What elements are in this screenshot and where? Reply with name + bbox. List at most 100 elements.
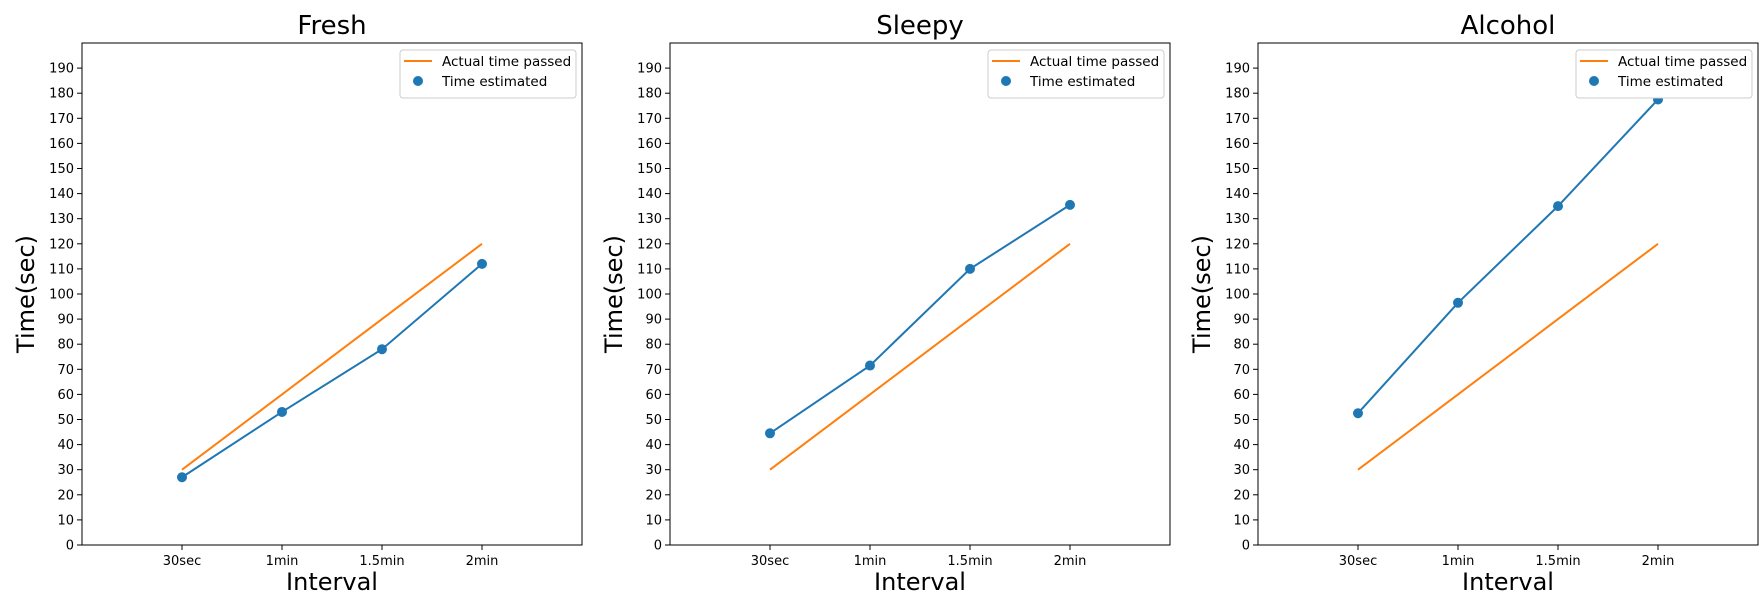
legend: Actual time passed Time estimated xyxy=(399,49,577,99)
y-tick-label: 150 xyxy=(49,162,74,177)
y-tick-label: 170 xyxy=(637,112,662,127)
legend-box xyxy=(1575,49,1753,99)
y-tick-label: 190 xyxy=(1225,62,1250,77)
y-tick-label: 60 xyxy=(1233,388,1250,403)
y-tick-label: 150 xyxy=(637,162,662,177)
chart-panel-alcohol: Alcohol 0 10 20 30 40 50 60 70 80 90 100 110 120 130 14… xyxy=(1176,0,1763,603)
chart-panel-sleepy: Sleepy 0 10 20 30 40 50 60 70 80 90 100 110 120 130 140… xyxy=(588,0,1175,603)
y-tick-label: 130 xyxy=(49,212,74,227)
legend-marker xyxy=(1001,76,1011,86)
y-tick-label: 70 xyxy=(1233,363,1250,378)
y-tick-label: 170 xyxy=(49,112,74,127)
legend-box xyxy=(987,49,1165,99)
series-line-actual-time-passed xyxy=(181,243,483,471)
data-point-time-estimated xyxy=(177,472,187,483)
legend-box xyxy=(399,49,577,99)
legend-marker xyxy=(1589,76,1599,86)
data-point-time-estimated xyxy=(377,344,387,355)
y-tick-label: 80 xyxy=(57,338,74,353)
y-tick-label: 130 xyxy=(637,212,662,227)
x-tick-label: 30sec xyxy=(1339,554,1377,569)
y-tick-label: 0 xyxy=(66,539,74,554)
y-tick-label: 90 xyxy=(57,313,74,328)
y-tick-label: 100 xyxy=(49,288,74,303)
y-tick-label: 20 xyxy=(57,488,74,503)
y-tick-label: 90 xyxy=(645,313,662,328)
y-tick-label: 40 xyxy=(1233,438,1250,453)
x-axis-label: Interval xyxy=(1462,568,1554,596)
y-tick-label: 80 xyxy=(645,338,662,353)
chart-svg-alcohol: Alcohol 0 10 20 30 40 50 60 70 80 90 100 110 120 130 14… xyxy=(1188,11,1759,596)
y-tick-label: 70 xyxy=(645,363,662,378)
y-tick-label: 40 xyxy=(57,438,74,453)
data-point-time-estimated xyxy=(1353,408,1363,419)
legend-label: Time estimated xyxy=(441,74,547,90)
y-tick-label: 20 xyxy=(1233,488,1250,503)
y-tick-label: 50 xyxy=(57,413,74,428)
legend-label: Time estimated xyxy=(1029,74,1135,90)
y-tick-label: 120 xyxy=(49,237,74,252)
y-tick-label: 160 xyxy=(49,137,74,152)
y-tick-label: 80 xyxy=(1233,338,1250,353)
chart-title: Alcohol xyxy=(1461,11,1556,41)
y-tick-label: 110 xyxy=(1225,262,1250,277)
x-tick-label: 1.5min xyxy=(359,554,404,569)
y-tick-label: 170 xyxy=(1225,112,1250,127)
x-tick-label: 1min xyxy=(1442,554,1475,569)
y-tick-label: 60 xyxy=(57,388,74,403)
data-point-time-estimated xyxy=(1453,297,1463,308)
data-point-time-estimated xyxy=(477,258,487,269)
y-tick-label: 10 xyxy=(1233,513,1250,528)
x-tick-label: 30sec xyxy=(751,554,789,569)
y-tick-label: 100 xyxy=(637,288,662,303)
y-tick-label: 10 xyxy=(57,513,74,528)
data-point-time-estimated xyxy=(1553,201,1563,212)
y-tick-label: 70 xyxy=(57,363,74,378)
y-tick-label: 150 xyxy=(1225,162,1250,177)
y-tick-label: 140 xyxy=(637,187,662,202)
y-tick-label: 180 xyxy=(1225,87,1250,102)
y-tick-label: 40 xyxy=(645,438,662,453)
plot-frame xyxy=(1257,42,1759,546)
legend-label: Actual time passed xyxy=(442,54,571,70)
y-axis-label: Time(sec) xyxy=(1188,235,1216,354)
y-tick-label: 120 xyxy=(637,237,662,252)
series-line-actual-time-passed xyxy=(1357,243,1659,471)
series-line-time-estimated xyxy=(1357,98,1659,414)
plot-frame xyxy=(81,42,583,546)
chart-title: Sleepy xyxy=(876,11,964,41)
y-tick-label: 160 xyxy=(1225,137,1250,152)
y-tick-label: 0 xyxy=(1242,539,1250,554)
data-point-time-estimated xyxy=(1065,199,1075,210)
y-tick-label: 190 xyxy=(637,62,662,77)
x-tick-label: 1min xyxy=(266,554,299,569)
chart-svg-sleepy: Sleepy 0 10 20 30 40 50 60 70 80 90 100 110 120 130 140… xyxy=(600,11,1171,596)
y-tick-label: 0 xyxy=(654,539,662,554)
y-tick-label: 160 xyxy=(637,137,662,152)
chart-svg-fresh: Fresh 0 10 20 30 40 50 60 70 80 90 100 110 120 130 140 1… xyxy=(12,11,583,596)
data-point-time-estimated xyxy=(865,360,875,371)
y-tick-label: 90 xyxy=(1233,313,1250,328)
chart-title: Fresh xyxy=(297,11,366,41)
y-tick-label: 30 xyxy=(57,463,74,478)
y-tick-label: 140 xyxy=(49,187,74,202)
series-line-time-estimated xyxy=(181,263,483,479)
y-tick-label: 180 xyxy=(637,87,662,102)
y-tick-label: 30 xyxy=(1233,463,1250,478)
x-tick-label: 2min xyxy=(1642,554,1675,569)
x-tick-label: 1.5min xyxy=(947,554,992,569)
legend-marker xyxy=(413,76,423,86)
legend-label: Time estimated xyxy=(1617,74,1723,90)
y-axis-label: Time(sec) xyxy=(12,235,40,354)
y-tick-label: 120 xyxy=(1225,237,1250,252)
y-tick-label: 110 xyxy=(637,262,662,277)
series-line-actual-time-passed xyxy=(769,243,1071,471)
x-tick-label: 2min xyxy=(466,554,499,569)
legend-label: Actual time passed xyxy=(1618,54,1747,70)
y-tick-label: 190 xyxy=(49,62,74,77)
y-tick-label: 140 xyxy=(1225,187,1250,202)
legend: Actual time passed Time estimated xyxy=(1575,49,1753,99)
x-tick-label: 2min xyxy=(1054,554,1087,569)
y-tick-label: 20 xyxy=(645,488,662,503)
